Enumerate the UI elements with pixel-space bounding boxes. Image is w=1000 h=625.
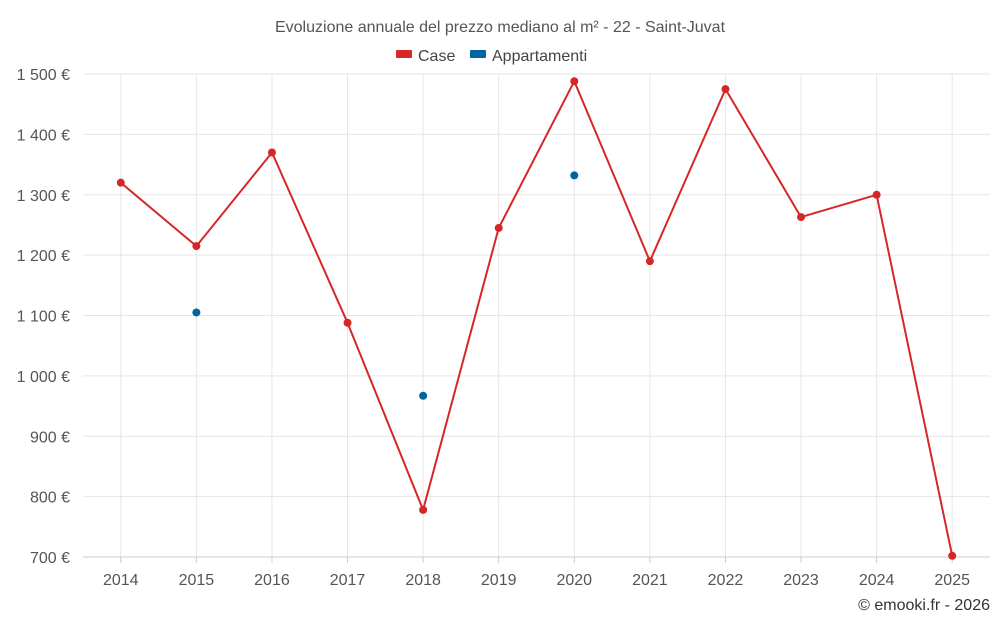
x-tick-label: 2023 [783,572,819,589]
x-tick-label: 2017 [330,572,366,589]
x-tick-label: 2015 [179,572,215,589]
y-tick-label: 800 € [30,490,70,507]
legend-swatch-appartamenti [470,50,486,58]
chart-title: Evoluzione annuale del prezzo mediano al… [275,19,726,36]
series-appartamenti [192,171,579,400]
y-tick-label: 1 100 € [17,309,70,326]
data-point-case-2014[interactable] [116,178,125,187]
data-point-case-2016[interactable] [267,148,276,157]
data-point-appartamenti-2015[interactable] [192,308,201,317]
x-tick-label: 2016 [254,572,290,589]
legend-item-case[interactable]: Case [396,48,455,65]
grid [83,73,990,558]
data-point-case-2024[interactable] [872,190,881,199]
y-tick-label: 1 400 € [17,127,70,144]
data-point-case-2018[interactable] [419,505,428,514]
series-case [116,77,957,560]
x-tick-label: 2019 [481,572,517,589]
y-tick-label: 1 300 € [17,188,70,205]
x-tick-label: 2021 [632,572,668,589]
data-point-appartamenti-2020[interactable] [570,171,579,180]
x-tick-label: 2025 [934,572,970,589]
y-tick-label: 1 500 € [17,67,70,84]
axes: 700 € 800 € 900 € 1 000 € 1 100 € 1 200 € 1 30… [17,67,990,589]
y-tick-label: 700 € [30,550,70,567]
data-point-case-2023[interactable] [797,213,806,222]
data-point-case-2020[interactable] [570,77,579,86]
legend-label-case: Case [418,48,455,65]
legend-item-appartamenti[interactable]: Appartamenti [470,48,587,65]
data-point-case-2021[interactable] [645,257,654,266]
data-point-case-2017[interactable] [343,318,352,327]
credit-text: © emooki.fr - 2026 [858,597,990,614]
legend-swatch-case [396,50,412,58]
x-tick-label: 2018 [405,572,441,589]
data-point-case-2015[interactable] [192,242,201,251]
y-tick-label: 1 200 € [17,248,70,265]
series [116,77,957,560]
x-tick-label: 2020 [556,572,592,589]
x-tick-label: 2024 [859,572,895,589]
series-line-case [120,80,954,557]
data-point-case-2022[interactable] [721,85,730,94]
legend: Case Appartamenti [396,48,587,65]
x-tick-label: 2022 [708,572,744,589]
y-tick-label: 900 € [30,429,70,446]
y-tick-label: 1 000 € [17,369,70,386]
x-tick-label: 2014 [103,572,139,589]
data-point-appartamenti-2018[interactable] [419,391,428,400]
data-point-case-2025[interactable] [948,551,957,560]
data-point-case-2019[interactable] [494,223,503,232]
legend-label-appartamenti: Appartamenti [492,48,587,65]
